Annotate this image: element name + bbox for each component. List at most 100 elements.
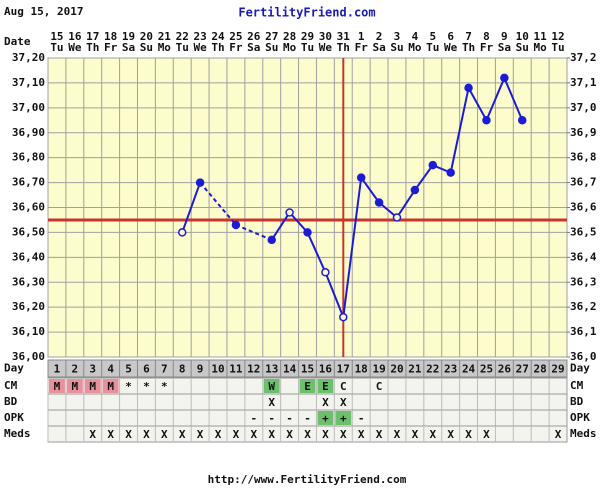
date-label: 6 — [447, 30, 454, 43]
weekday-label: Th — [86, 41, 99, 54]
weekday-label: Mo — [283, 41, 297, 54]
y2-tick-label: 36,2 — [570, 300, 597, 313]
row-label-right: BD — [570, 395, 584, 408]
y2-tick-label: 37,2 — [570, 51, 597, 64]
day-number: 8 — [179, 363, 186, 376]
temperature-segment — [396, 189, 416, 219]
temperature-point — [482, 116, 491, 125]
cell-text: X — [89, 428, 96, 441]
temperature-point — [285, 208, 294, 217]
date-label: 21 — [158, 30, 172, 43]
row-label-right: CM — [570, 379, 584, 392]
weekday-label: We — [319, 41, 333, 54]
y2-tick-label: 36,3 — [570, 275, 597, 288]
date-label: 31 — [337, 30, 351, 43]
weekday-label: Su — [265, 41, 278, 54]
weekday-label: Sa — [498, 41, 511, 54]
weekday-label: Tu — [50, 41, 63, 54]
weekday-label: Fr — [229, 41, 243, 54]
weekday-label: Th — [337, 41, 350, 54]
date-label: 25 — [229, 30, 242, 43]
weekday-label: Fr — [104, 41, 118, 54]
cell-fill — [66, 379, 83, 393]
cell-fill — [299, 379, 316, 393]
temperature-segment — [360, 177, 380, 204]
row-label-right: OPK — [570, 411, 590, 424]
date-label: 19 — [122, 30, 135, 43]
temperature-segment — [485, 77, 506, 121]
temperature-segment — [414, 164, 434, 191]
cell-text: X — [555, 428, 562, 441]
weekday-label: Tu — [426, 41, 439, 54]
cell-text: X — [358, 428, 365, 441]
cell-text: M — [54, 380, 61, 393]
row-label: BD — [4, 395, 18, 408]
cell-text: * — [143, 380, 150, 393]
cell-text: X — [322, 428, 329, 441]
day-number: 25 — [480, 363, 493, 376]
day-number: 29 — [551, 363, 564, 376]
date-label: 8 — [483, 30, 490, 43]
day-number: 10 — [211, 363, 224, 376]
cell-text: X — [394, 428, 401, 441]
y-tick-label: 36,30 — [12, 275, 45, 288]
cell-fill — [84, 379, 101, 393]
print-date: Aug 15, 2017 — [4, 5, 83, 18]
y2-tick-label: 36,5 — [570, 225, 597, 238]
weekday-label: Su — [390, 41, 403, 54]
day-number: 20 — [390, 363, 403, 376]
day-number: 7 — [161, 363, 168, 376]
cell-text: X — [412, 428, 419, 441]
date-label: 15 — [50, 30, 63, 43]
temperature-point — [321, 268, 330, 277]
day-row-label-right: Day — [570, 362, 590, 375]
day-number: 15 — [301, 363, 314, 376]
weekday-label: We — [444, 41, 458, 54]
day-number: 17 — [337, 363, 350, 376]
weekday-label: Mo — [408, 41, 422, 54]
date-label: 16 — [68, 30, 82, 43]
weekday-label: Su — [516, 41, 529, 54]
cell-text: - — [304, 412, 311, 425]
date-label: 20 — [140, 30, 153, 43]
day-number: 22 — [426, 363, 439, 376]
date-label: 23 — [193, 30, 206, 43]
y2-tick-label: 36,9 — [570, 126, 597, 139]
cell-text: X — [429, 428, 436, 441]
cell-text: * — [161, 380, 168, 393]
day-number: 21 — [408, 363, 422, 376]
temperature-point — [446, 168, 455, 177]
y2-tick-label: 36,4 — [570, 250, 597, 263]
cell-text: X — [215, 428, 222, 441]
y-tick-label: 36,10 — [12, 325, 45, 338]
temperature-point — [195, 178, 205, 187]
footer-url: http://www.FertilityFriend.com — [208, 473, 407, 486]
cell-fill — [317, 379, 334, 393]
date-label: 1 — [358, 30, 365, 43]
row-label: Meds — [4, 427, 31, 440]
cell-text: E — [304, 380, 311, 393]
temperature-segment — [324, 271, 345, 318]
cell-text: X — [143, 428, 150, 441]
cell-text: X — [107, 428, 114, 441]
site-name: FertilityFriend.com — [238, 6, 375, 20]
day-number: 9 — [197, 363, 204, 376]
day-number: 23 — [444, 363, 457, 376]
y-tick-label: 36,00 — [12, 350, 45, 363]
temperature-point — [356, 173, 366, 182]
cell-text: E — [322, 380, 329, 393]
cell-text: X — [304, 428, 311, 441]
temperature-segment — [503, 77, 524, 121]
y-tick-label: 37,10 — [12, 76, 45, 89]
weekday-label: We — [68, 41, 82, 54]
weekday-label: We — [193, 41, 207, 54]
weekday-label: Sa — [372, 41, 385, 54]
temperature-point — [392, 213, 402, 222]
day-number: 1 — [54, 363, 61, 376]
weekday-label: Sa — [122, 41, 135, 54]
cell-text: M — [89, 380, 96, 393]
date-label: 17 — [86, 30, 99, 43]
cell-text: - — [268, 412, 275, 425]
day-number: 2 — [72, 363, 79, 376]
